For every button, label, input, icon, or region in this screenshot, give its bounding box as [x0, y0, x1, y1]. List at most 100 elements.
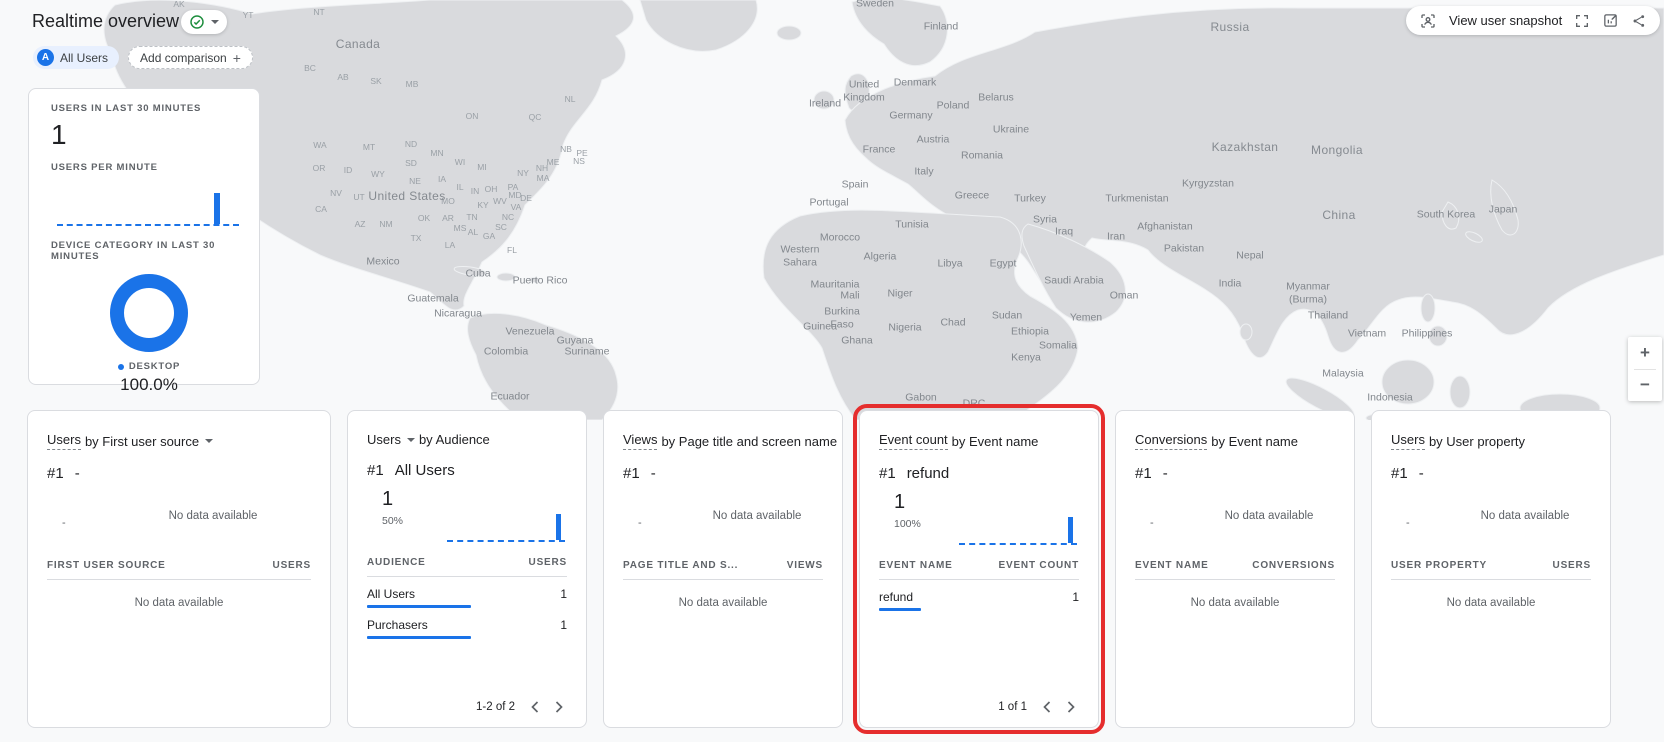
sparkline-chart [959, 511, 1077, 545]
card-sparkline-area [435, 484, 567, 542]
row-dimension-value: All Users [367, 587, 416, 601]
card-title-text: by Event name [951, 433, 1039, 449]
customize-report-icon[interactable] [1602, 12, 1619, 29]
zoom-out-button[interactable]: − [1640, 375, 1650, 395]
metric-value-block: - [47, 487, 115, 545]
metric-column-header: USERS [1552, 560, 1591, 571]
add-comparison-chip[interactable]: Add comparison + [128, 46, 253, 69]
report-toolbar: View user snapshot [1406, 6, 1661, 35]
metric-selector[interactable]: Users [47, 432, 81, 450]
pagination: 1-2 of 2 [367, 701, 567, 713]
top-rank-row: #1 refund [879, 465, 1079, 482]
users-per-minute-bar [214, 193, 221, 224]
pagination: 1 of 1 [879, 701, 1079, 713]
card-users-by-first-user-source: Users by First user source #1- - No data ava… [27, 410, 331, 728]
table-header: PAGE TITLE AND S... VIEWS [623, 560, 823, 571]
metric-value-empty: - [62, 517, 66, 529]
rank-number: #1 [47, 465, 64, 482]
rank-name: - [74, 465, 80, 482]
table-row[interactable]: refund 1 [879, 590, 1079, 611]
card-title-text: by User property [1428, 433, 1526, 449]
card-title: Conversions by Event name [1135, 432, 1335, 450]
metric-value-empty: - [638, 517, 642, 529]
table-row[interactable]: All Users 1 [367, 587, 567, 608]
card-sparkline-area: No data available [1203, 487, 1335, 545]
all-users-chip[interactable]: A All Users [33, 46, 120, 69]
card-mid-section: - No data available [47, 487, 311, 545]
rank-number: #1 [1391, 465, 1408, 482]
rank-number: #1 [367, 462, 384, 479]
device-category-donut [110, 274, 188, 352]
table-header: FIRST USER SOURCE USERS [47, 560, 311, 571]
card-mid-section: - No data available [1135, 487, 1335, 545]
dimension-column-header: EVENT NAME [1135, 560, 1209, 571]
metric-column-header: USERS [272, 560, 311, 571]
metric-selector[interactable]: Event count [879, 432, 948, 450]
metric-value-block: - [1391, 487, 1459, 545]
metric-percent: 100% [894, 518, 921, 530]
map-landmass [103, 0, 1664, 420]
row-metric-value: 1 [560, 587, 567, 601]
card-title: Users by Audience [367, 432, 567, 447]
rank-name: All Users [394, 462, 455, 479]
no-data-text: No data available [168, 510, 258, 522]
table-row-line: Purchasers 1 [367, 618, 567, 632]
metric-column-header: CONVERSIONS [1252, 560, 1335, 571]
table-header: EVENT NAME CONVERSIONS [1135, 560, 1335, 571]
sparkline-bar [555, 514, 561, 540]
view-user-snapshot-button[interactable]: View user snapshot [1449, 13, 1563, 28]
zoom-in-button[interactable]: + [1640, 342, 1650, 362]
pagination-label: 1 of 1 [998, 701, 1027, 713]
rank-name: - [1162, 465, 1168, 482]
rank-name: - [650, 465, 656, 482]
all-users-chip-label: All Users [60, 50, 109, 65]
row-value-bar [367, 605, 471, 608]
world-map-svg [103, 0, 1664, 420]
users-per-minute-chart [57, 182, 239, 226]
metric-column-header: EVENT COUNT [998, 560, 1079, 571]
metric-column-header: USERS [528, 557, 567, 568]
metric-selector[interactable]: Users [1391, 432, 1425, 450]
metric-value-empty: - [1150, 517, 1154, 529]
dimension-column-header: EVENT NAME [879, 560, 953, 571]
share-icon[interactable] [1631, 13, 1647, 29]
card-title: Views by Page title and screen name [623, 432, 837, 450]
card-title-text: by First user source [84, 433, 200, 449]
prev-page-icon[interactable] [531, 701, 539, 713]
metric-selector[interactable]: Views [623, 432, 658, 450]
dimension-column-header: FIRST USER SOURCE [47, 560, 166, 571]
divider [879, 579, 1079, 580]
divider [1135, 579, 1335, 580]
card-sparkline-area: No data available [691, 487, 823, 545]
dimension-column-header: PAGE TITLE AND S... [623, 560, 739, 571]
device-category-label: DEVICE CATEGORY IN LAST 30 MINUTES [51, 240, 216, 262]
realtime-summary-card: USERS IN LAST 30 MINUTES 1 USERS PER MIN… [28, 88, 260, 394]
next-page-icon[interactable] [1067, 701, 1075, 713]
report-status-dropdown[interactable] [181, 10, 227, 34]
metric-selector[interactable]: Users [367, 432, 401, 447]
chevron-down-icon[interactable] [406, 437, 415, 442]
row-dimension-value: refund [879, 590, 914, 604]
fullscreen-icon[interactable] [1574, 13, 1590, 29]
rank-number: #1 [879, 465, 896, 482]
no-data-text: No data available [1190, 597, 1280, 609]
card-users-by-user-property: Users by User property #1- - No data availab… [1371, 410, 1611, 728]
no-data-text: No data available [1480, 510, 1570, 522]
metric-selector[interactable]: Conversions [1135, 432, 1208, 450]
table-row[interactable]: Purchasers 1 [367, 618, 567, 639]
row-metric-value: 1 [560, 618, 567, 632]
top-rank-row: #1- [47, 465, 311, 482]
users-30min-label: USERS IN LAST 30 MINUTES [51, 103, 202, 114]
card-title-text: by Audience [418, 432, 490, 447]
prev-page-icon[interactable] [1043, 701, 1051, 713]
legend-dot-icon [117, 363, 124, 370]
card-title: Users by First user source [47, 432, 311, 450]
page-title: Realtime overview [32, 11, 180, 31]
row-dimension-value: Purchasers [367, 618, 428, 632]
next-page-icon[interactable] [555, 701, 563, 713]
card-mid-section: - No data available [623, 487, 823, 545]
divider [47, 579, 311, 580]
chevron-down-icon[interactable] [205, 439, 214, 443]
metric-value-block: 1 100% [879, 487, 947, 545]
add-comparison-label: Add comparison [140, 50, 227, 65]
